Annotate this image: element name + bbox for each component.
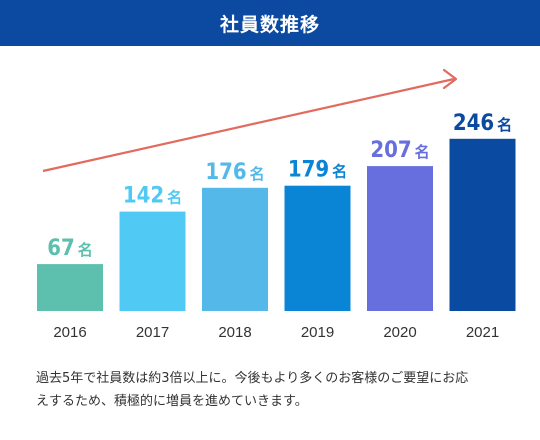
x-tick-2017: 2017 [136,324,169,341]
x-tick-2021: 2021 [466,324,499,341]
x-tick-2018: 2018 [218,324,251,341]
value-label-2020: 207 名 [370,138,429,163]
bar-2016 [37,264,103,311]
x-tick-2016: 2016 [53,324,86,341]
trend-arrow [42,68,458,173]
bar-2017 [119,211,186,311]
x-tick-2020: 2020 [383,324,416,341]
bar-2020 [367,166,433,311]
value-label-2016: 67 名 [47,236,93,261]
trend-arrow-head [442,68,458,90]
value-labels: 67 名 142 名 176 名 179 名 207 名 246 名 [47,111,512,261]
chart-title-banner: 社員数推移 [0,0,540,46]
description-line-1: 過去5年で社員数は約3倍以上に。今後もより多くのお客様のご要望にお応 [36,371,469,386]
bar-2019 [284,185,351,311]
x-tick-2019: 2019 [301,324,334,341]
employee-count-bar-chart: 67 名 142 名 176 名 179 名 207 名 246 名 2016 2017 2018 2019… [37,68,516,341]
bar-2018 [202,187,268,311]
value-label-2021: 246 名 [453,111,512,136]
page-title: 社員数推移 [219,13,320,36]
description-line-2: えするため、積極的に増員を進めていきます。 [36,394,308,409]
value-label-2019: 179 名 [288,158,347,183]
bar-2021 [449,138,516,311]
chart-description: 過去5年で社員数は約3倍以上に。今後もより多くのお客様のご要望にお応 えするため、… [36,367,516,413]
trend-arrow-line [42,77,455,173]
x-axis-ticks: 2016 2017 2018 2019 2020 2021 [53,324,499,341]
value-label-2017: 142 名 [123,184,182,209]
bars [37,138,516,311]
value-label-2018: 176 名 [205,160,264,185]
